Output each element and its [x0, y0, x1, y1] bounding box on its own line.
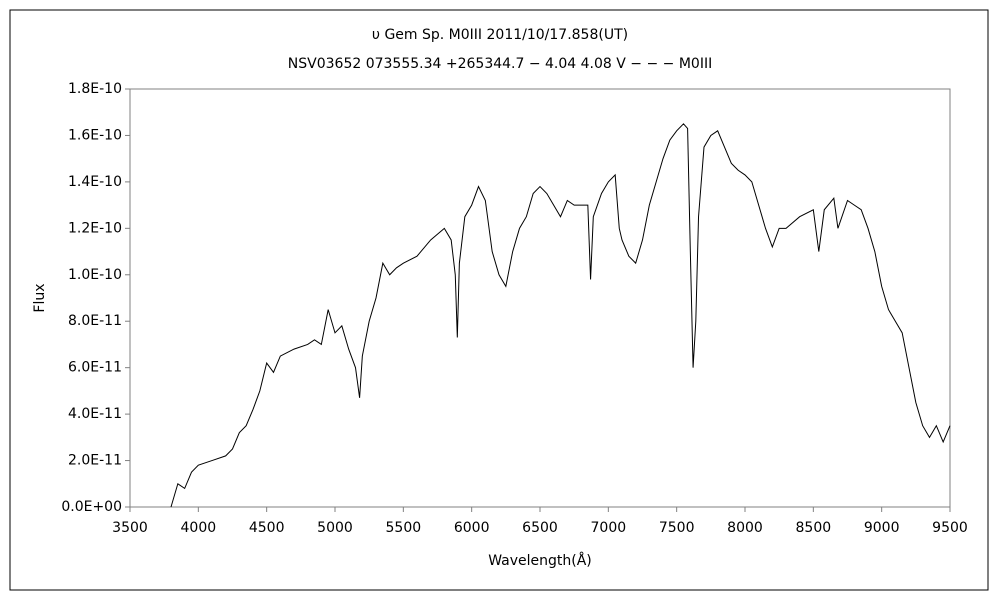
x-tick-label: 3500 [112, 520, 148, 536]
x-tick-label: 5000 [317, 520, 353, 536]
x-tick-label: 7000 [591, 520, 627, 536]
x-tick-label: 8000 [727, 520, 763, 536]
chart-subtitle: NSV03652 073555.34 +265344.7 − 4.04 4.08… [288, 56, 712, 72]
x-tick-label: 4500 [249, 520, 285, 536]
x-axis-label: Wavelength(Å) [488, 552, 592, 569]
x-tick-label: 6000 [454, 520, 490, 536]
y-tick-label: 6.0E-11 [68, 360, 122, 376]
x-tick-label: 9500 [932, 520, 968, 536]
chart-title: υ Gem Sp. M0III 2011/10/17.858(UT) [372, 27, 628, 43]
x-tick-label: 7500 [659, 520, 695, 536]
y-tick-label: 4.0E-11 [68, 406, 122, 422]
y-axis-label: Flux [32, 283, 48, 312]
y-tick-label: 1.6E-10 [68, 127, 122, 143]
y-tick-label: 1.8E-10 [68, 81, 122, 97]
y-tick-label: 0.0E+00 [61, 499, 122, 515]
y-tick-label: 1.2E-10 [68, 220, 122, 236]
x-tick-label: 4000 [181, 520, 217, 536]
x-tick-label: 6500 [522, 520, 558, 536]
x-tick-label: 8500 [796, 520, 832, 536]
spectrum-line [170, 123, 951, 508]
x-tick-label: 5500 [386, 520, 422, 536]
y-tick-label: 2.0E-11 [68, 453, 122, 469]
chart-border [9, 9, 989, 591]
y-tick-label: 8.0E-11 [68, 313, 122, 329]
y-tick-label: 1.4E-10 [68, 174, 122, 190]
x-tick-label: 9000 [864, 520, 900, 536]
y-tick-label: 1.0E-10 [68, 267, 122, 283]
